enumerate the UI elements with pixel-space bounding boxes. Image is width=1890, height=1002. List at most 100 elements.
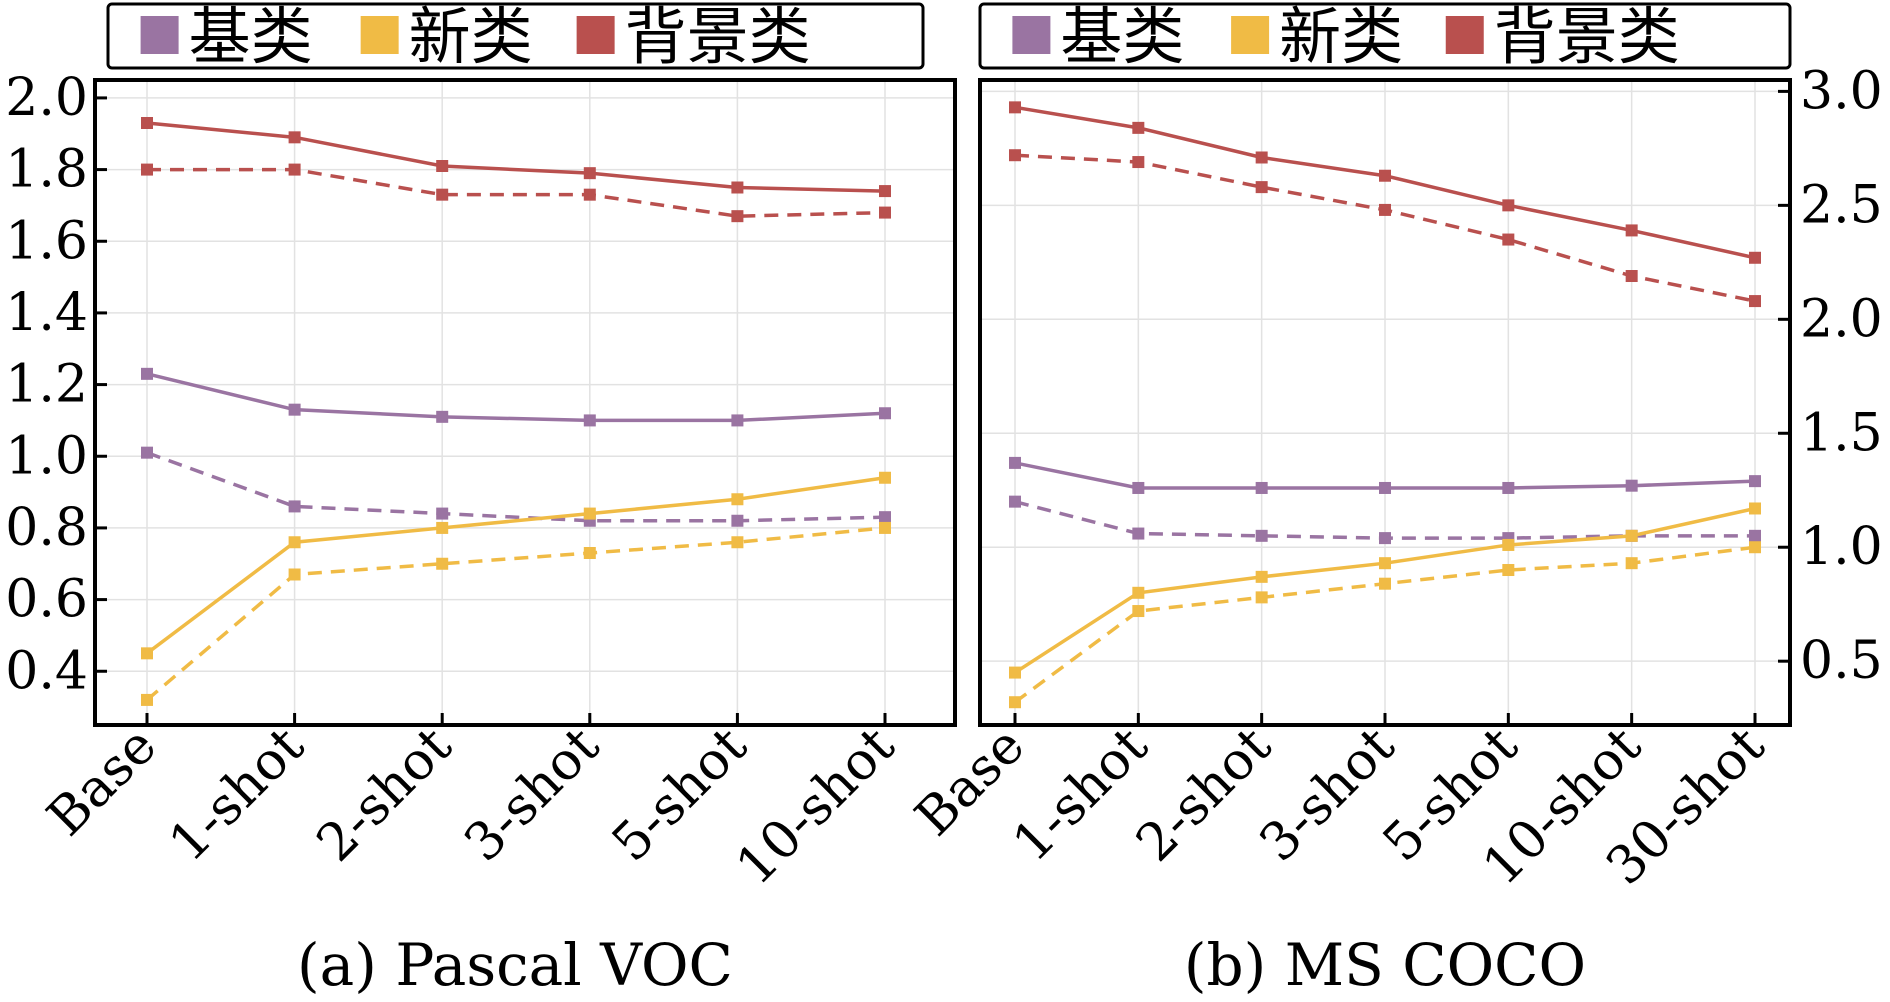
data-point: [141, 647, 153, 660]
legend-box: [978, 2, 1792, 70]
data-point: [731, 536, 744, 549]
data-point: [436, 521, 449, 534]
data-point: [1255, 529, 1268, 542]
data-point: [1132, 156, 1145, 169]
series-novel-dashed: [1009, 541, 1761, 709]
series-base-solid: [141, 367, 891, 427]
y-tick-label: 2.0: [5, 68, 88, 128]
legend: 基类 新类 背景类: [978, 0, 1792, 73]
legend-box: [106, 2, 925, 70]
legend-label-base: 基类: [1060, 0, 1184, 73]
data-point: [1502, 564, 1515, 577]
data-point: [1625, 557, 1638, 570]
series-line: [145, 526, 886, 702]
series-background-dashed: [141, 163, 891, 223]
data-point: [1132, 527, 1145, 540]
x-tick-label: 10-shot: [725, 716, 906, 897]
x-axis-ticks: Base1-shot2-shot3-shot5-shot10-shot30-sh…: [904, 713, 1776, 897]
data-point: [731, 493, 744, 506]
data-point: [1379, 557, 1391, 570]
x-tick-label: 2-shot: [306, 716, 464, 874]
legend-swatch-background: [576, 16, 615, 54]
series-line: [146, 451, 886, 523]
y-tick-label: 1.0: [5, 426, 88, 486]
y-axis-ticks: 0.4 0.6 0.8 1.0 1.2 1.4 1.6 1.8 2.0: [5, 68, 107, 701]
chart-caption: (b) MS COCO: [1184, 931, 1586, 999]
x-tick-label: 2-shot: [1125, 716, 1283, 874]
data-point: [288, 131, 301, 144]
y-tick-label: 0.6: [5, 570, 88, 630]
data-point: [1009, 495, 1021, 508]
data-point: [141, 693, 153, 706]
chart-caption: (a) Pascal VOC: [297, 931, 733, 999]
data-point: [1255, 181, 1268, 194]
data-point: [583, 167, 596, 180]
legend: 基类 新类 背景类: [106, 0, 925, 73]
grid-lines: [95, 80, 955, 725]
y-tick-label: 1.5: [1800, 403, 1883, 463]
data-point: [1625, 479, 1638, 492]
series-line: [146, 121, 886, 193]
legend-swatch-novel: [1231, 16, 1270, 54]
series-base-solid: [1009, 456, 1761, 494]
data-point: [1379, 577, 1391, 590]
y-tick-label: 2.0: [1800, 289, 1883, 349]
data-point: [1255, 481, 1268, 494]
y-tick-label: 1.2: [5, 355, 88, 415]
x-tick-label: 1-shot: [158, 716, 316, 874]
data-point: [1749, 541, 1761, 554]
data-point: [1255, 151, 1268, 164]
data-point: [731, 514, 744, 527]
data-point: [1749, 251, 1761, 264]
data-point: [1749, 502, 1761, 515]
data-point: [1625, 529, 1638, 542]
data-point: [1009, 456, 1021, 469]
x-tick-label: 1-shot: [1002, 716, 1160, 874]
data-point: [436, 557, 449, 570]
series-line: [145, 476, 886, 655]
data-point: [583, 414, 596, 427]
data-point: [436, 507, 449, 520]
series-background-dashed: [1009, 149, 1761, 308]
data-point: [583, 507, 596, 520]
data-point: [1132, 481, 1145, 494]
legend-label-background: 背景类: [1494, 0, 1680, 73]
x-tick-label: Base: [36, 716, 168, 848]
data-point: [141, 163, 153, 176]
plot-frame: [93, 78, 957, 727]
y-tick-label: 0.5: [1800, 631, 1883, 691]
data-point: [1009, 666, 1021, 679]
series-novel-dashed: [141, 521, 891, 706]
data-point: [1132, 121, 1145, 134]
chart-panel-1: 0.4 0.6 0.8 1.0 1.2 1.4 1.6 1.8 2.0 Base1-shot2-s…: [5, 0, 957, 999]
y-tick-label: 1.4: [5, 283, 88, 343]
data-point: [731, 414, 744, 427]
data-point: [879, 185, 891, 198]
data-point: [1255, 591, 1268, 604]
data-point: [1132, 586, 1145, 599]
data-point: [288, 163, 301, 176]
data-point: [879, 407, 891, 420]
legend-label-novel: 新类: [409, 0, 533, 73]
series-line: [146, 372, 886, 423]
data-point: [1502, 233, 1515, 246]
data-point: [1502, 199, 1515, 212]
x-tick-label: 3-shot: [453, 716, 611, 874]
data-point: [1009, 696, 1021, 709]
legend-swatch-background: [1445, 16, 1484, 54]
data-point: [1379, 203, 1391, 216]
y-tick-label: 2.5: [1800, 175, 1883, 235]
y-tick-label: 1.6: [5, 211, 88, 271]
data-point: [1379, 481, 1391, 494]
y-axis-ticks: 0.5 1.0 1.5 2.0 2.5 3.0: [1778, 61, 1883, 691]
series-line: [147, 167, 886, 218]
series-background-solid: [1009, 101, 1761, 264]
data-point: [288, 536, 301, 549]
data-point: [1009, 101, 1021, 114]
data-point: [731, 181, 744, 194]
data-point: [879, 521, 891, 534]
data-point: [1749, 295, 1761, 308]
data-point: [141, 367, 153, 380]
data-point: [879, 471, 891, 484]
